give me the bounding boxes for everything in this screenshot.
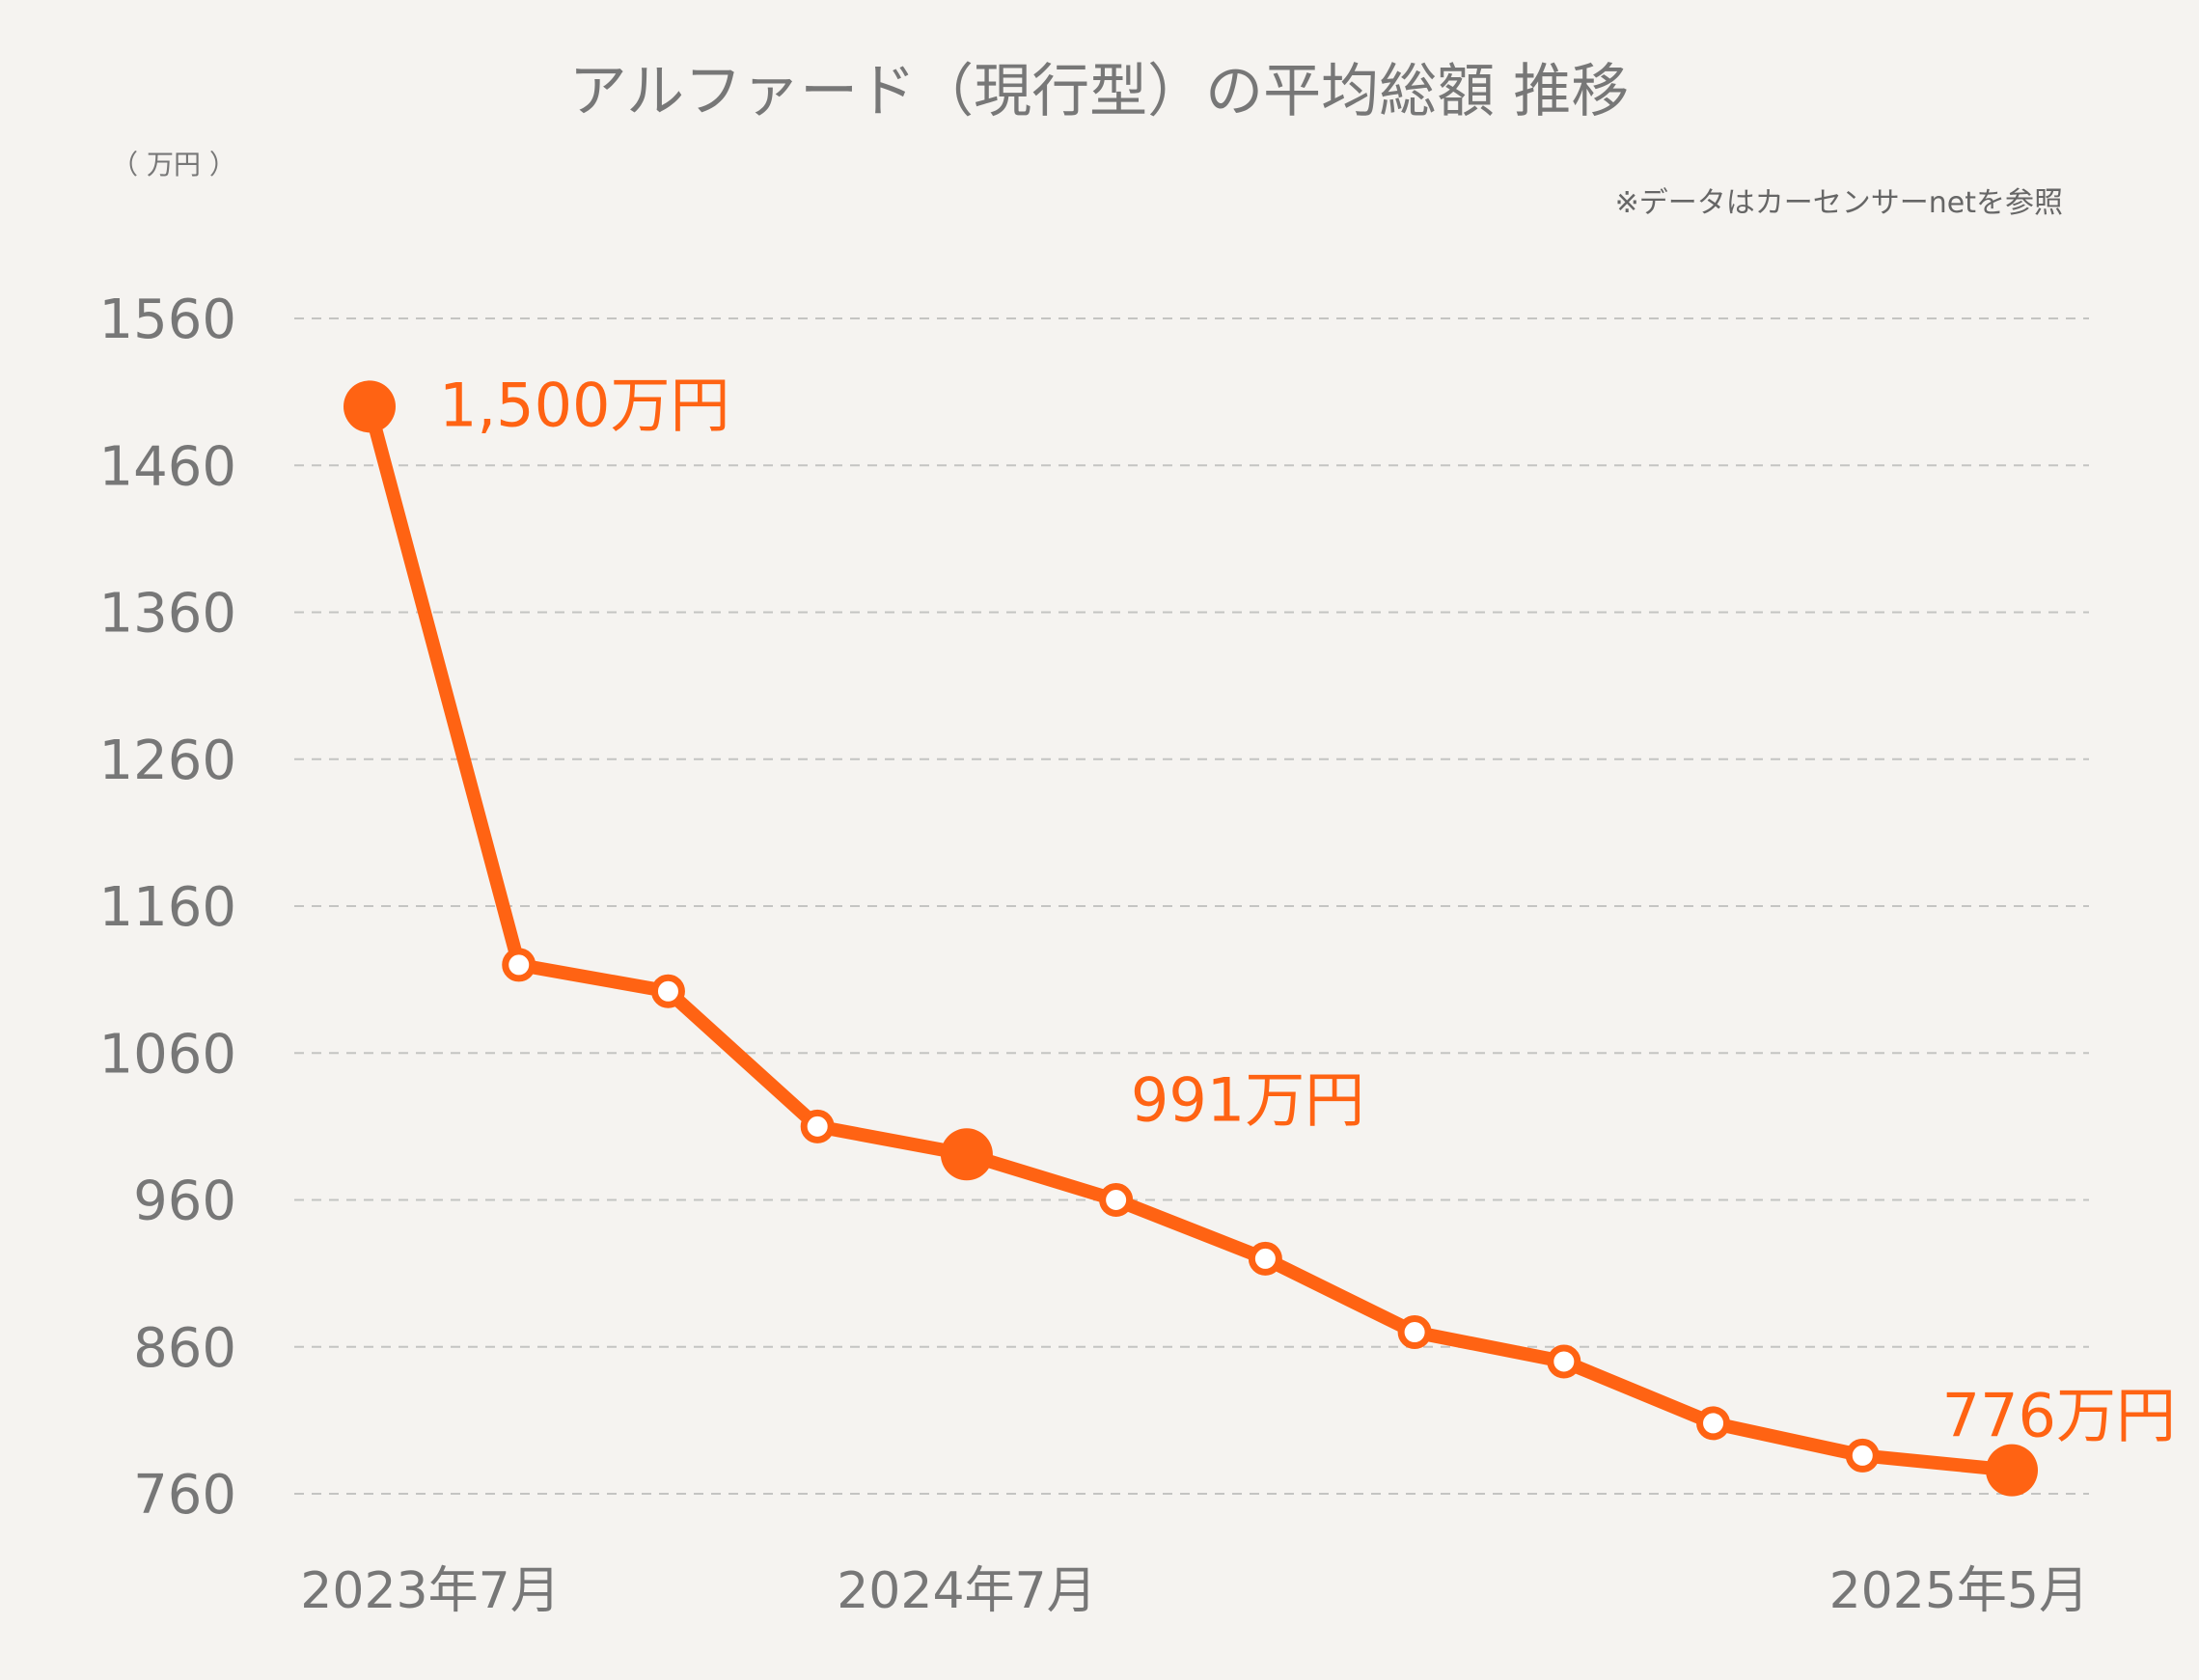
data-point-8 bbox=[1547, 1344, 1581, 1379]
y-tick-label-760: 760 bbox=[133, 1464, 236, 1527]
y-unit-label: （ 万円 ） bbox=[111, 149, 236, 180]
data-labels: 1,500万円 991万円 776万円 bbox=[439, 370, 2176, 1450]
data-point-9 bbox=[1696, 1406, 1731, 1441]
x-tick-label-4: 2024年7月 bbox=[837, 1562, 1096, 1620]
series-average-price bbox=[344, 380, 2038, 1497]
data-label-0: 1,500万円 bbox=[439, 370, 730, 440]
y-tick-label-1360: 1360 bbox=[98, 583, 236, 646]
data-label-11: 776万円 bbox=[1942, 1381, 2176, 1451]
chart-title: アルファード（現行型）の平均総額 推移 bbox=[569, 58, 1629, 125]
y-tick-label-1160: 1160 bbox=[98, 876, 236, 939]
data-point-10 bbox=[1845, 1438, 1880, 1473]
series-line bbox=[363, 399, 2019, 1477]
y-tick-label-1060: 1060 bbox=[98, 1023, 236, 1086]
data-point-5 bbox=[1099, 1183, 1134, 1217]
y-tick-label-1260: 1260 bbox=[98, 730, 236, 792]
data-point-2 bbox=[650, 974, 685, 1008]
data-point-3 bbox=[800, 1109, 835, 1143]
highlight-point-0 bbox=[344, 380, 396, 433]
y-axis-ticks: 1560 1460 1360 1260 1160 1060 960 860 760 bbox=[98, 289, 236, 1527]
data-point-1 bbox=[502, 948, 536, 982]
gridlines bbox=[294, 317, 2089, 1495]
data-point-7 bbox=[1397, 1315, 1432, 1350]
x-tick-label-0: 2023年7月 bbox=[300, 1562, 560, 1620]
y-tick-label-1460: 1460 bbox=[98, 435, 236, 498]
x-tick-label-11: 2025年5月 bbox=[1829, 1562, 2089, 1620]
y-tick-label-960: 960 bbox=[133, 1170, 236, 1233]
highlight-point-11 bbox=[1986, 1444, 2038, 1497]
highlight-point-4 bbox=[940, 1128, 993, 1181]
data-point-6 bbox=[1248, 1241, 1282, 1276]
y-tick-label-1560: 1560 bbox=[98, 289, 236, 351]
y-tick-label-860: 860 bbox=[133, 1317, 236, 1380]
source-note: ※データはカーセンサーnetを参照 bbox=[1615, 186, 2063, 220]
data-label-4: 991万円 bbox=[1131, 1064, 1364, 1135]
x-axis-ticks: 2023年7月 2024年7月 2025年5月 bbox=[300, 1562, 2089, 1620]
